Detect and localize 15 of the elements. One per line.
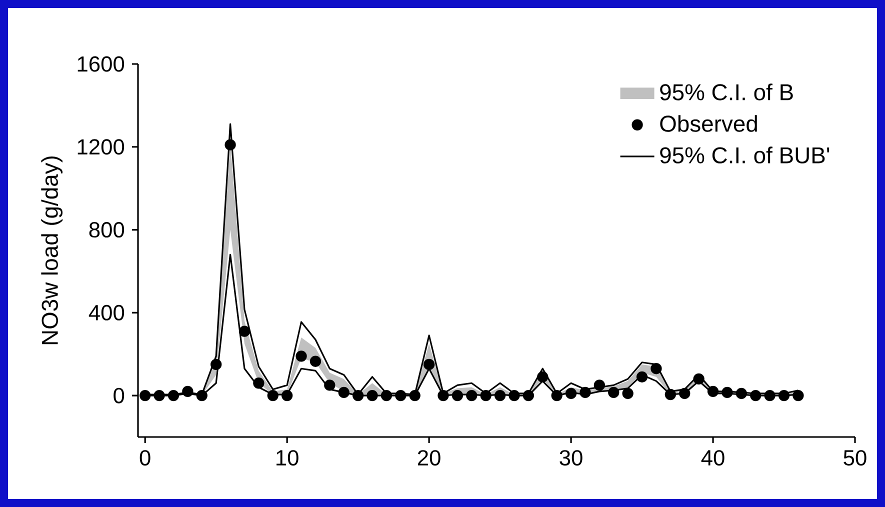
x-tick-label: 30 (560, 450, 582, 466)
y-tick-label: 800 (89, 222, 124, 238)
y-tick-label: 1200 (78, 139, 124, 155)
y-tick-label: 0 (114, 388, 124, 404)
y-tick-label: 400 (88, 304, 124, 320)
x-tick-label: 40 (701, 450, 724, 466)
x-tick-label: 50 (844, 450, 866, 466)
legend-label: Observed (660, 115, 757, 132)
x-tick-label: 0 (140, 450, 150, 466)
legend-label: 95% C.I. of BUB' (660, 146, 830, 164)
x-tick-label: 20 (418, 450, 440, 466)
legend-label: 95% C.I. of B (660, 84, 793, 100)
y-tick-label: 1600 (78, 56, 124, 72)
x-tick-label: 10 (276, 450, 298, 466)
y-axis-title: NO3w load (g/day) (41, 156, 63, 344)
